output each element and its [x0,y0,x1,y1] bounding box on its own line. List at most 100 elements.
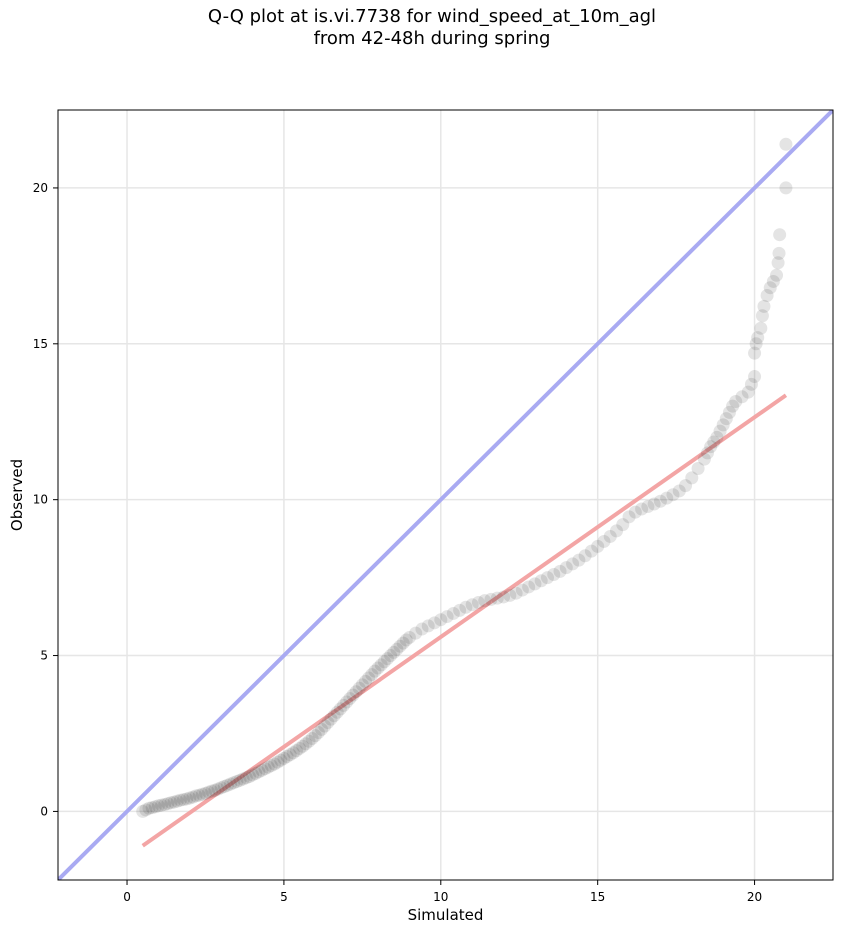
data-point [365,668,379,682]
data-point [387,645,401,659]
data-point [402,630,416,644]
data-point [214,781,228,795]
data-point [697,452,711,466]
data-point [211,782,225,796]
data-point [749,337,763,351]
data-point [766,274,780,288]
data-point [393,639,407,653]
data-point [173,793,187,807]
data-point [255,763,269,777]
data-point [349,685,363,699]
data-point [217,779,231,793]
data-point [770,268,784,282]
data-point [267,757,281,771]
data-point [603,529,617,543]
data-point [321,716,335,730]
data-point [773,228,787,242]
data-point [729,394,743,408]
x-axis-label: Simulated [408,906,484,924]
data-point [440,610,454,624]
data-point [302,734,316,748]
data-point [318,719,332,733]
data-point [591,539,605,553]
data-point [186,790,200,804]
reference-lines [58,110,833,880]
data-point [572,553,586,567]
data-point [566,557,580,571]
x-tick-label: 0 [123,890,131,904]
quantile-points [136,137,793,818]
data-point [421,619,435,633]
data-point [547,567,561,581]
data-point [755,309,769,323]
data-point [641,500,655,514]
data-point [352,681,366,695]
data-point [368,664,382,678]
data-point [167,795,181,809]
data-point [371,661,385,675]
data-point [453,603,467,617]
data-point [465,598,479,612]
data-point [660,491,674,505]
data-point [330,705,344,719]
data-point [584,544,598,558]
data-point [610,524,624,538]
data-point [522,580,536,594]
data-point [136,804,150,818]
data-point [679,479,693,493]
fit-line [141,393,788,848]
data-point [710,430,724,444]
data-point [691,462,705,476]
data-point [148,800,162,814]
data-point [760,288,774,302]
data-point [155,798,169,812]
data-point [315,722,329,736]
data-point [346,688,360,702]
data-point [434,613,448,627]
data-point [757,299,771,313]
data-point [264,759,278,773]
data-point [751,331,765,345]
data-point [428,616,442,630]
data-point [198,786,212,800]
data-point [299,737,313,751]
data-point [540,571,554,585]
data-point [205,784,219,798]
x-tick-label: 10 [433,890,448,904]
data-point [280,750,294,764]
data-point [189,789,203,803]
data-point [616,518,630,532]
data-point [553,564,567,578]
data-point [704,440,718,454]
data-point [195,787,209,801]
data-point [258,762,272,776]
data-point [597,534,611,548]
chart-title-line-2: from 42-48h during spring [313,28,551,49]
data-point [170,794,184,808]
y-tick-label: 10 [33,493,48,507]
data-point [177,793,191,807]
data-point [653,494,667,508]
data-point [358,674,372,688]
data-point [754,321,768,335]
data-point [242,770,256,784]
data-point [239,771,253,785]
data-point [515,583,529,597]
data-point [324,712,338,726]
data-point [286,746,300,760]
data-point [459,600,473,614]
data-point [503,588,517,602]
data-point [726,399,740,413]
data-point [202,785,216,799]
data-point [305,731,319,745]
data-point [719,412,733,426]
data-point [763,281,777,295]
x-tick-label: 5 [280,890,288,904]
data-point [380,652,394,666]
data-point [478,594,492,608]
chart-title-line-1: Q-Q plot at is.vi.7738 for wind_speed_at… [207,6,657,27]
y-tick-label: 5 [40,649,48,663]
data-point [227,776,241,790]
data-point [748,346,762,360]
